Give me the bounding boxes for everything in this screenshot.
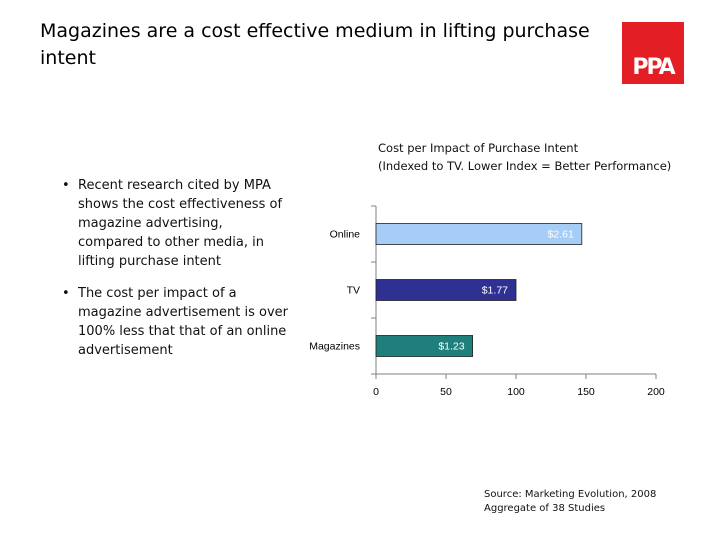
source-note: Source: Marketing Evolution, 2008 Aggreg… bbox=[484, 488, 704, 516]
x-tick-label: 200 bbox=[647, 386, 665, 398]
source-line-2: Aggregate of 38 Studies bbox=[484, 503, 606, 514]
category-label: Magazines bbox=[309, 341, 360, 353]
bar-magazines bbox=[375, 335, 473, 357]
source-line-1: Source: Marketing Evolution, 2008 bbox=[484, 489, 657, 500]
data-label: $1.23 bbox=[438, 341, 464, 353]
category-label: TV bbox=[347, 285, 360, 297]
category-label: Online bbox=[330, 229, 361, 241]
logo-text: PPA bbox=[632, 55, 675, 80]
data-label: $2.61 bbox=[548, 229, 574, 241]
data-label: $1.77 bbox=[482, 285, 508, 297]
x-tick-label: 50 bbox=[440, 386, 452, 398]
bar-tv bbox=[375, 279, 517, 301]
bullet-item-1: Recent research cited by MPA shows the c… bbox=[58, 176, 290, 271]
chart-caption-line-2: (Indexed to TV. Lower Index = Better Per… bbox=[378, 159, 672, 173]
chart-caption: Cost per Impact of Purchase Intent (Inde… bbox=[378, 139, 698, 175]
slide-title: Magazines are a cost effective medium in… bbox=[40, 20, 590, 69]
x-tick-label: 150 bbox=[577, 386, 595, 398]
bullet-list: Recent research cited by MPA shows the c… bbox=[58, 176, 290, 373]
chart-caption-line-1: Cost per Impact of Purchase Intent bbox=[378, 141, 579, 155]
x-tick-label: 100 bbox=[507, 386, 525, 398]
ppa-logo: PPA bbox=[622, 22, 684, 84]
bullet-item-2: The cost per impact of a magazine advert… bbox=[58, 284, 290, 360]
bar-online bbox=[375, 223, 583, 245]
x-tick-label: 0 bbox=[373, 386, 379, 398]
